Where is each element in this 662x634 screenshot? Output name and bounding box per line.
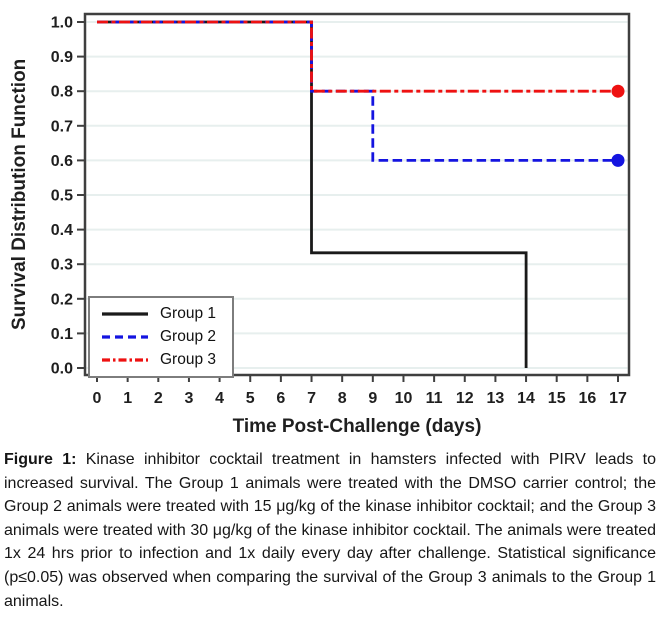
- figure-caption-text: Kinase inhibitor cocktail treatment in h…: [4, 451, 657, 610]
- figure-caption: Figure 1: Kinase inhibitor cocktail trea…: [4, 448, 656, 613]
- x-tick-label: 7: [307, 390, 316, 407]
- y-tick-label: 0.6: [51, 153, 73, 170]
- legend: Group 1 Group 2 Group 3: [88, 296, 235, 378]
- x-tick-label: 0: [93, 390, 102, 407]
- y-tick-label: 0.4: [51, 222, 73, 239]
- x-tick-label: 17: [609, 390, 627, 407]
- x-tick-label: 3: [184, 390, 193, 407]
- legend-label: Group 3: [160, 351, 217, 368]
- x-tick-label: 13: [487, 390, 505, 407]
- y-tick-label: 0.5: [51, 188, 73, 205]
- x-tick-label: 8: [338, 390, 347, 407]
- chart-canvas: 0.00.10.20.30.40.50.60.70.80.91.00 1 2 3 4 5 6…: [51, 12, 631, 407]
- x-tick-label: 12: [456, 390, 474, 407]
- legend-line-sample: [102, 335, 148, 339]
- x-tick-label: 14: [517, 390, 535, 407]
- legend-item-group-2: Group 2: [101, 328, 216, 346]
- x-axis-title: Time Post-Challenge (days): [232, 416, 482, 437]
- x-tick-label: 4: [215, 390, 224, 407]
- legend-line-sample: [102, 312, 148, 316]
- series-line-group-3: [97, 20, 618, 93]
- end-marker-group-3: [611, 84, 625, 98]
- y-tick-label: 0.9: [51, 49, 73, 66]
- x-tick-label: 15: [548, 390, 566, 407]
- figure-caption-label: Figure 1:: [4, 451, 77, 468]
- y-tick-label: 0.3: [51, 257, 73, 274]
- x-tick-label: 2: [154, 390, 163, 407]
- legend-label: Group 2: [160, 328, 217, 345]
- x-tick-label: 11: [426, 390, 443, 407]
- legend-line-sample: [102, 358, 148, 362]
- legend-item-group-1: Group 1: [101, 305, 216, 323]
- x-tick-label: 10: [395, 390, 413, 407]
- x-tick-label: 6: [276, 390, 285, 407]
- legend-label: Group 1: [160, 305, 217, 322]
- x-tick-label: 1: [123, 390, 132, 407]
- y-tick-label: 0.8: [51, 84, 73, 101]
- y-tick-label: 0.7: [51, 118, 73, 135]
- y-tick-label: 1.0: [51, 15, 73, 32]
- legend-item-group-3: Group 3: [101, 351, 216, 369]
- y-tick-label: 0.1: [51, 326, 73, 343]
- y-tick-label: 0.2: [51, 291, 73, 308]
- end-marker-group-2: [611, 153, 625, 167]
- x-tick-label: 9: [368, 390, 377, 407]
- x-tick-label: 16: [578, 390, 596, 407]
- y-axis-title: Survival Distribution Function: [9, 58, 30, 331]
- x-tick-label: 5: [246, 390, 255, 407]
- survival-plot: 0.0 0.1 0.2 0.3 0.4 0.5 0.6 0.7 0.8 0.9 1.0 0 1 2 3 4 5 6…: [9, 12, 631, 437]
- y-tick-label: 0.0: [51, 361, 73, 378]
